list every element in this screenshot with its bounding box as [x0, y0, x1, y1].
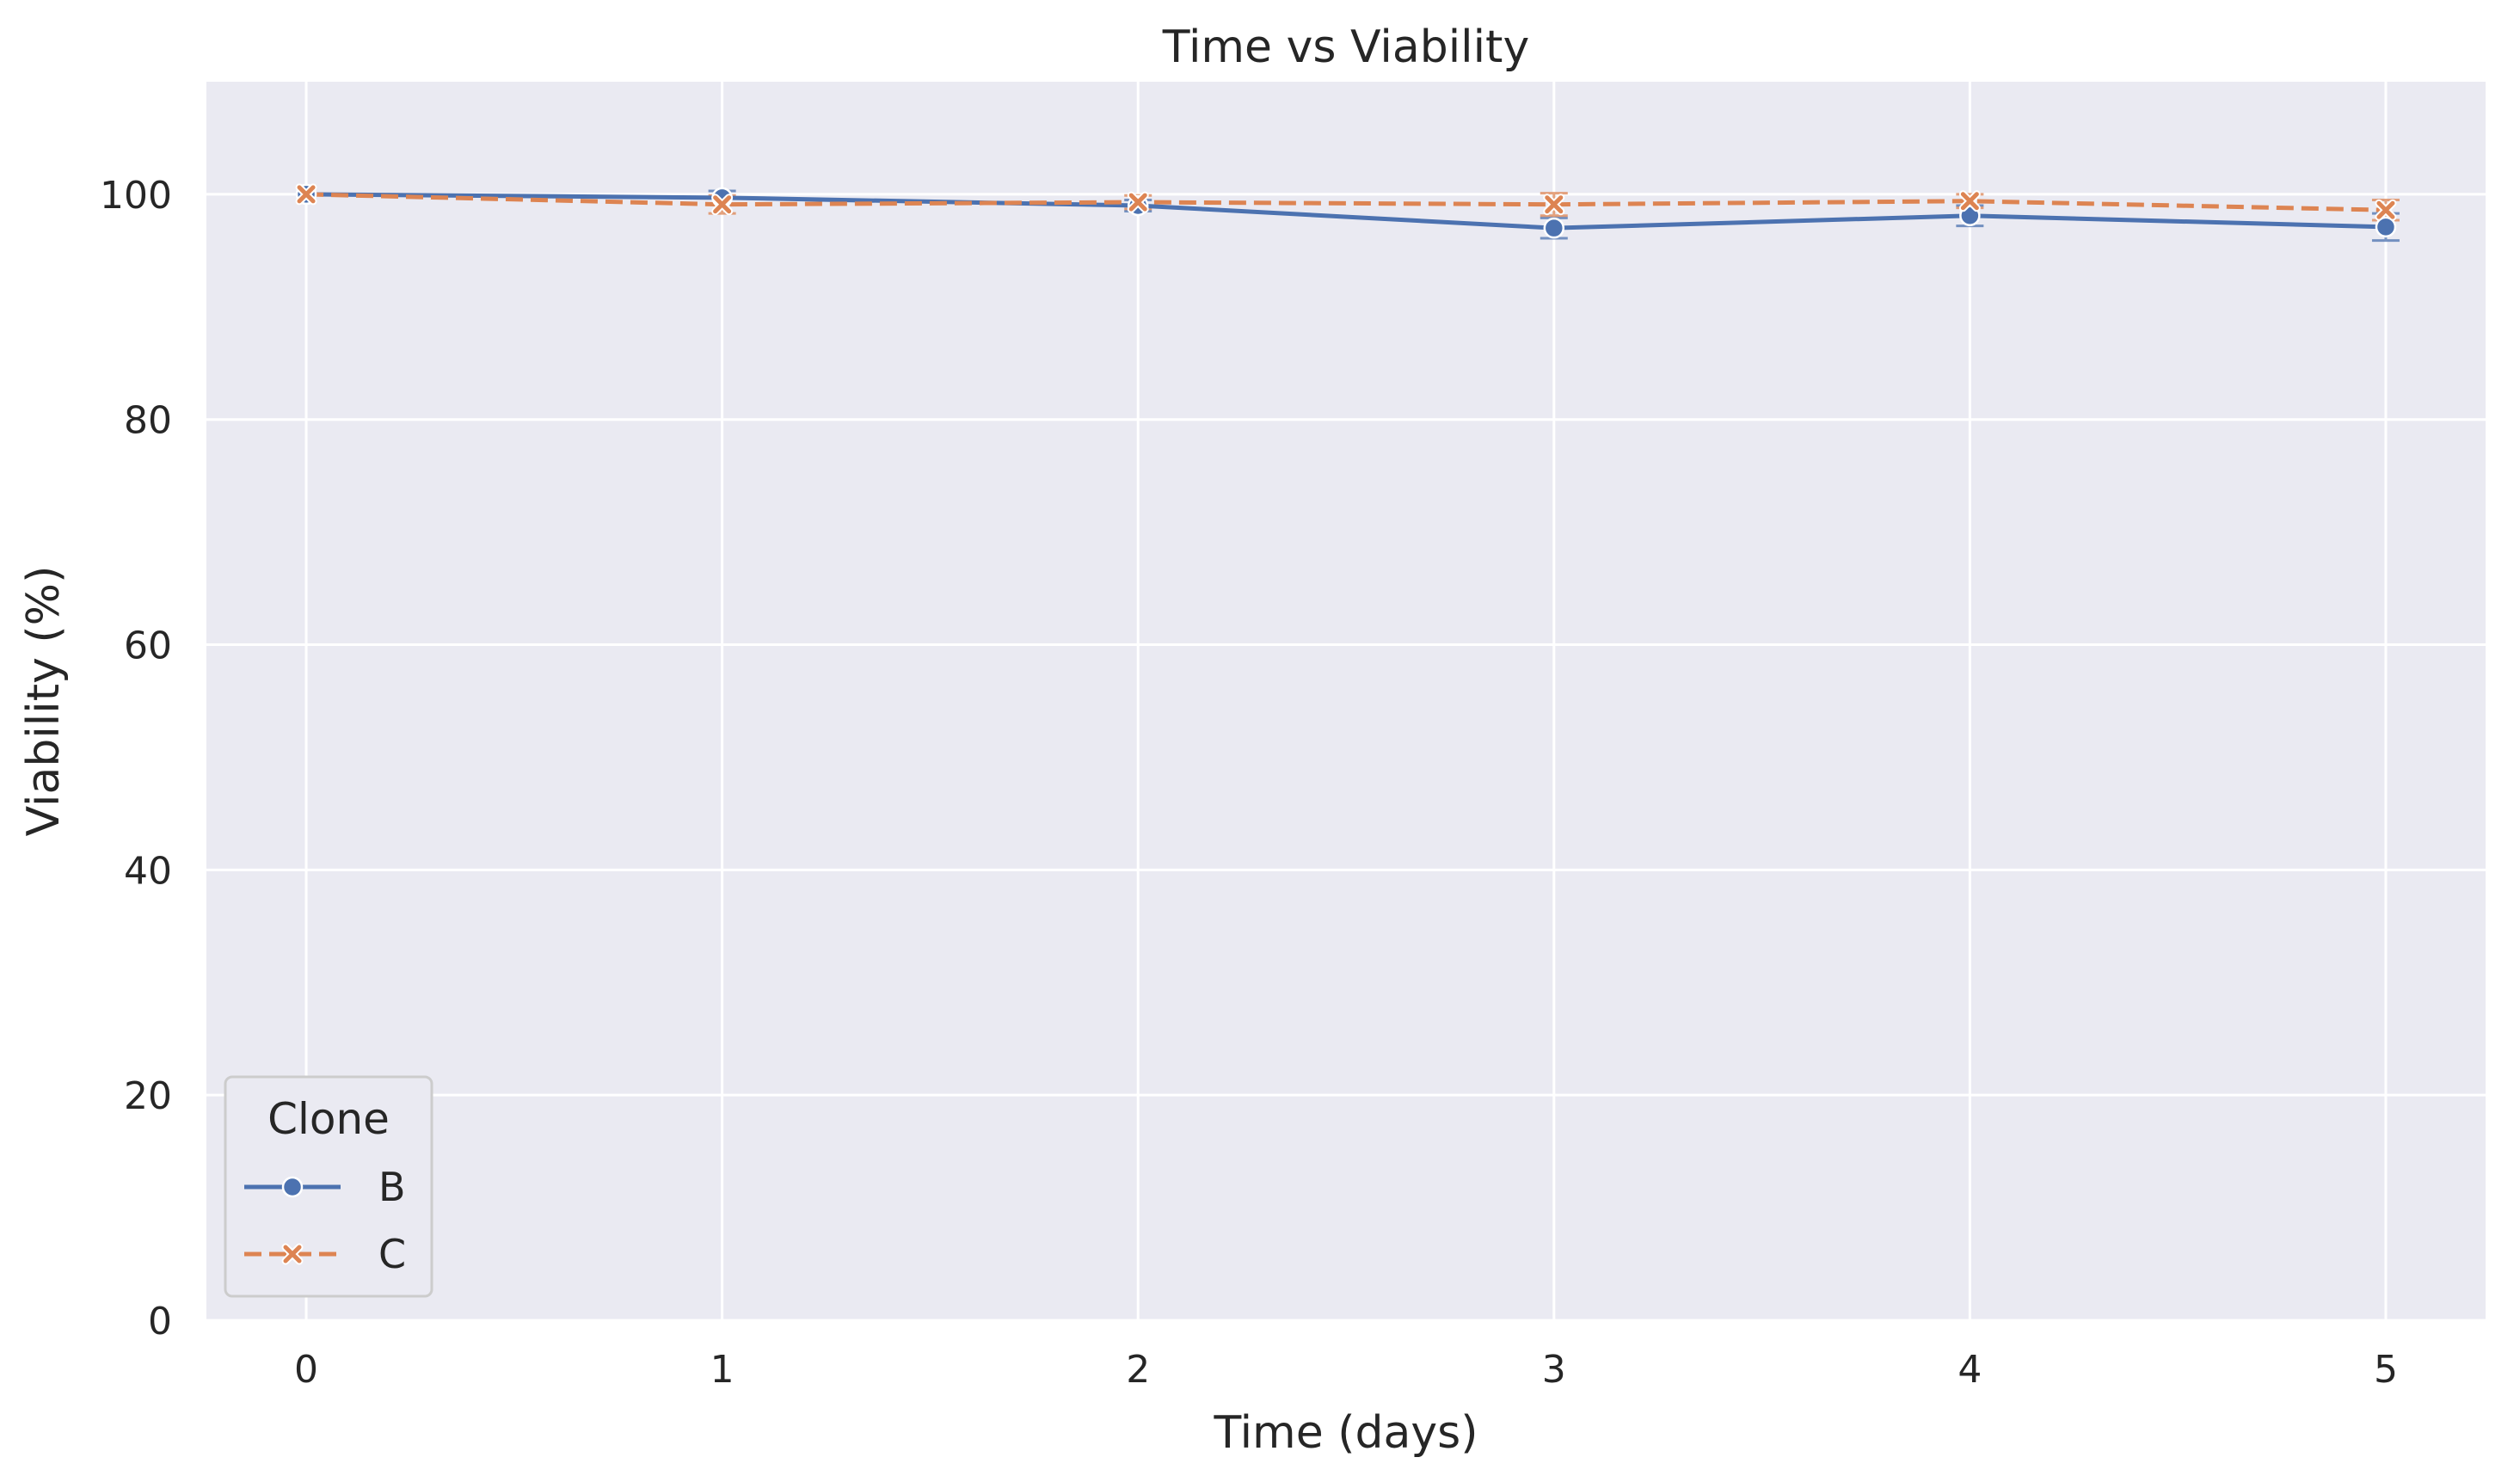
x-tick-label: 2	[1126, 1348, 1150, 1392]
x-tick-label: 4	[1958, 1348, 1982, 1392]
legend: Clone BC	[224, 1075, 433, 1298]
x-tick-labels: 0 1 2 3 4 5	[294, 1348, 2398, 1392]
series-line-b	[306, 192, 2387, 231]
data-point-b	[2375, 216, 2397, 238]
x-axis-label: Time (days)	[1213, 1407, 1478, 1459]
plot-area	[206, 82, 2486, 1320]
y-tick-label: 0	[148, 1300, 172, 1344]
series-markers	[295, 183, 2397, 239]
legend-title: Clone	[267, 1094, 390, 1144]
data-point-b	[1543, 217, 1565, 239]
x-tick-label: 5	[2374, 1348, 2398, 1392]
series-lines	[305, 192, 2387, 231]
data-point-c	[2375, 199, 2397, 221]
legend-marker-c	[281, 1243, 304, 1265]
series-line-c	[305, 192, 2386, 212]
y-tick-label: 80	[124, 399, 172, 443]
data-point-c	[711, 194, 734, 216]
legend-marker-b	[281, 1176, 304, 1198]
y-tick-label: 40	[124, 849, 172, 893]
x-tick-label: 3	[1542, 1348, 1566, 1392]
legend-label-b: B	[378, 1164, 406, 1210]
legend-label-c: C	[378, 1231, 406, 1277]
y-tick-label: 20	[124, 1074, 172, 1118]
chart-title: Time vs Viability	[1162, 22, 1529, 73]
y-tick-label: 60	[124, 624, 172, 668]
x-tick-label: 0	[294, 1348, 318, 1392]
legend-item-b: B	[244, 1164, 406, 1210]
legend-item-c: C	[244, 1231, 406, 1277]
y-tick-label: 100	[100, 174, 172, 218]
y-axis-label: Viability (%)	[18, 566, 70, 837]
data-point-c	[1543, 194, 1565, 216]
grid-lines	[206, 82, 2486, 1322]
x-tick-label: 1	[710, 1348, 734, 1392]
data-point-c	[1127, 191, 1149, 213]
data-point-c	[1958, 190, 1981, 212]
y-tick-labels: 0 20 40 60 80 100	[100, 174, 172, 1344]
data-point-c	[295, 183, 317, 206]
